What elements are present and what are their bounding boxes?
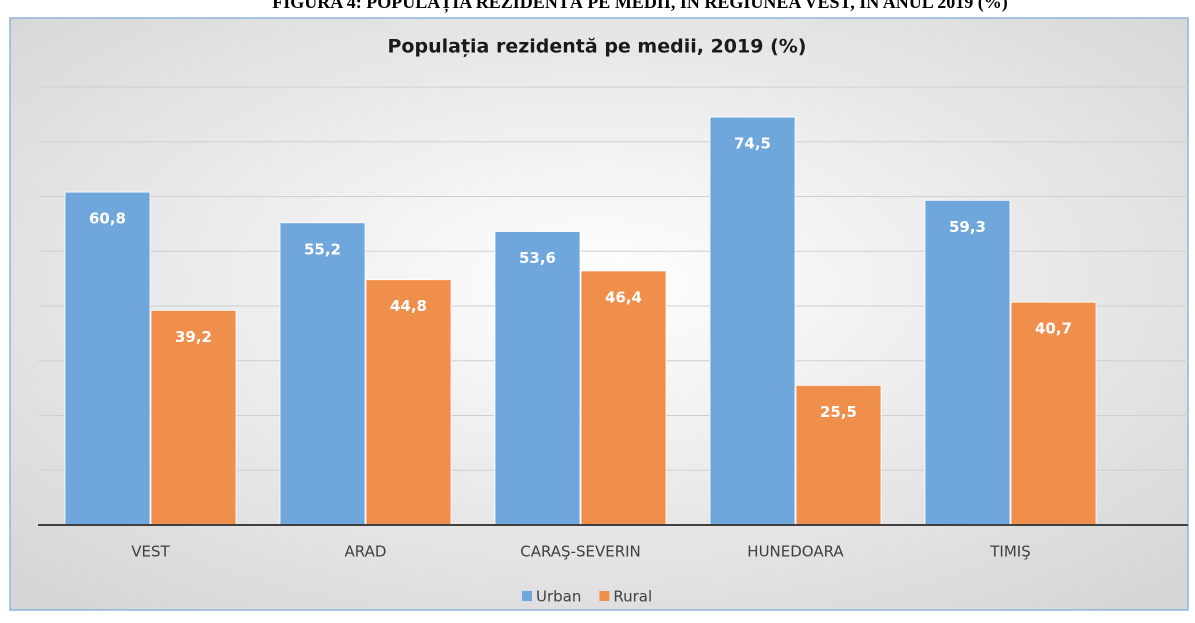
bar	[365, 279, 452, 526]
data-label: 55,2	[304, 240, 341, 258]
bar	[709, 116, 796, 526]
x-tick-label: HUNEDOARA	[747, 543, 844, 561]
legend-swatch	[522, 591, 532, 601]
x-tick-label: ARAD	[345, 543, 387, 561]
legend-label: Urban	[536, 588, 581, 606]
bar	[279, 222, 366, 526]
data-label: 74,5	[734, 135, 771, 153]
bar	[924, 199, 1011, 526]
legend-label: Rural	[613, 588, 652, 606]
bar	[64, 191, 151, 526]
data-label: 59,3	[949, 218, 986, 236]
bar	[580, 270, 667, 526]
heading: FIGURA 4: POPULAȚIA REZIDENTĂ PE MEDII, …	[272, 0, 1007, 13]
x-tick-label: VEST	[131, 543, 170, 561]
data-label: 39,2	[175, 328, 212, 346]
x-tick-label: CARAŞ-SEVERIN	[520, 543, 641, 561]
data-label: 44,8	[390, 297, 427, 315]
data-label: 60,8	[89, 210, 126, 228]
legend-swatch	[599, 591, 610, 601]
chart-title: Populația rezidentă pe medii, 2019 (%)	[388, 36, 807, 58]
bar	[494, 231, 581, 526]
data-label: 53,6	[519, 249, 556, 267]
data-label: 25,5	[820, 403, 857, 421]
x-tick-label: TIMIŞ	[989, 543, 1030, 561]
data-label: 40,7	[1035, 320, 1072, 338]
data-label: 46,4	[605, 288, 642, 306]
